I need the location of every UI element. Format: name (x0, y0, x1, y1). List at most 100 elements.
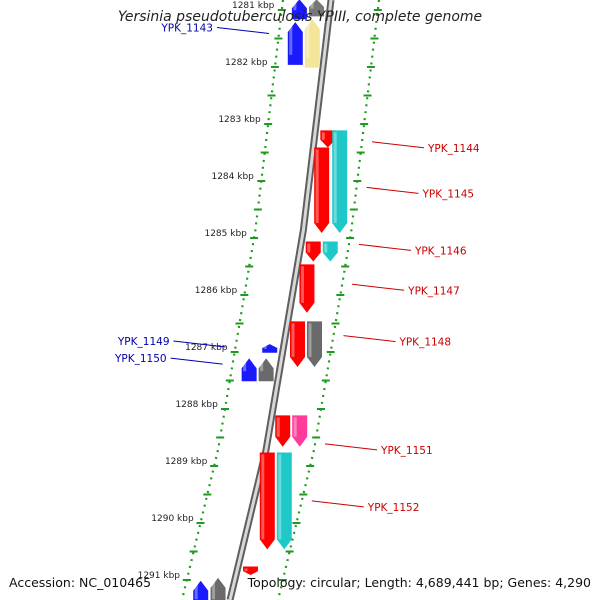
feature-arrow-15[interactable] (241, 358, 257, 382)
dotted-tracks (180, 0, 382, 600)
feature-shape (289, 321, 305, 367)
gene-label-text[interactable]: YPK_1152 (367, 502, 420, 514)
map-title: Yersinia pseudotuberculosis YPIII, compl… (117, 9, 483, 25)
feature-shape (243, 566, 259, 575)
feature-shape (241, 358, 257, 382)
leader-line (358, 243, 412, 251)
feature-shine (306, 21, 310, 58)
feature-arrow-10[interactable] (299, 264, 315, 313)
feature-shine (244, 568, 248, 572)
feature-shine (293, 417, 297, 437)
gene-label-ypk_1146[interactable]: YPK_1146 (358, 243, 467, 257)
gene-label-text[interactable]: YPK_1148 (398, 337, 451, 349)
gene-label-ypk_1150[interactable]: YPK_1150 (114, 353, 223, 365)
feature-shape (276, 452, 292, 550)
gene-label-text[interactable]: YPK_1146 (414, 245, 467, 257)
ruler-label: 1281 kbp (232, 1, 275, 11)
gene-label-ypk_1151[interactable]: YPK_1151 (324, 443, 433, 457)
gene-label-ypk_1144[interactable]: YPK_1144 (371, 141, 480, 155)
gene-label-ypk_1148[interactable]: YPK_1148 (343, 335, 451, 349)
ruler-label: 1285 kbp (204, 229, 247, 239)
feature-arrow-14[interactable] (258, 358, 274, 382)
feature-arrow-7[interactable] (332, 130, 348, 233)
leader-line (343, 335, 396, 343)
feature-arrow-3[interactable] (291, 0, 307, 20)
feature-arrow-1[interactable] (304, 19, 320, 68)
ruler-label: 1288 kbp (175, 400, 218, 410)
feature-shine (212, 579, 216, 600)
feature-shine (308, 323, 312, 357)
feature-shape (305, 241, 321, 262)
gene-label-ypk_1152[interactable]: YPK_1152 (311, 500, 420, 514)
feature-shine (194, 582, 198, 600)
gene-label-text[interactable]: YPK_1145 (422, 188, 475, 200)
feature-arrow-9[interactable] (322, 241, 338, 262)
feature-shape (259, 452, 275, 550)
ruler-label: 1284 kbp (211, 172, 254, 182)
position-ruler: 1281 kbp 1282 kbp 1283 kbp 1284 kbp 1285 kbp… (138, 1, 275, 581)
feature-shape (193, 580, 209, 600)
feature-shine (278, 454, 282, 540)
feature-shine (260, 360, 264, 372)
leader-line (216, 27, 270, 34)
feature-arrow-11[interactable] (289, 321, 305, 367)
gene-label-text[interactable]: YPK_1144 (427, 143, 480, 155)
feature-arrow-22[interactable] (193, 580, 209, 600)
feature-shine (289, 24, 293, 55)
feature-shape (262, 344, 278, 353)
ruler-label: 1286 kbp (195, 286, 238, 296)
gene-label-text[interactable]: YPK_1151 (380, 445, 433, 457)
feature-shape (322, 241, 338, 262)
gene-label-ypk_1147[interactable]: YPK_1147 (352, 283, 460, 297)
feature-shape (258, 358, 274, 382)
feature-arrow-18[interactable] (259, 452, 275, 550)
feature-shine (293, 1, 297, 11)
feature-shape (320, 130, 336, 148)
minus-strand-track (180, 0, 285, 600)
feature-shine (324, 243, 328, 253)
feature-arrow-8[interactable] (305, 241, 321, 262)
leader-line (170, 357, 223, 365)
feature-arrow-16[interactable] (275, 415, 291, 447)
gene-label-ypk_1143[interactable]: YPK_1143 (160, 23, 270, 35)
leader-line (371, 141, 425, 149)
topology-text: Topology: circular; Length: 4,689,441 bp… (247, 575, 591, 590)
gene-label-layer: YPK_1143 YPK_1144 YPK_1145 YPK_1146 YPK_1147… (114, 23, 480, 514)
gene-label-ypk_1145[interactable]: YPK_1145 (366, 186, 475, 200)
gene-label-ypk_1149[interactable]: YPK_1149 (117, 336, 226, 348)
ruler-label: 1291 kbp (138, 571, 181, 581)
ruler-label: 1283 kbp (218, 115, 261, 125)
ruler-label: 1290 kbp (151, 514, 194, 524)
feature-arrow-20[interactable] (243, 566, 259, 575)
feature-arrow-5[interactable] (320, 130, 336, 148)
ruler-label: 1289 kbp (165, 457, 208, 467)
feature-arrow-21[interactable] (210, 577, 226, 600)
feature-arrow-12[interactable] (306, 321, 322, 367)
feature-shape (309, 0, 325, 17)
feature-arrow-17[interactable] (292, 415, 308, 447)
leader-line (173, 340, 226, 348)
feature-shape (332, 130, 348, 233)
feature-arrow-4[interactable] (309, 0, 325, 17)
feature-arrow-13[interactable] (262, 344, 278, 353)
feature-shine (263, 346, 267, 349)
accession-text: Accession: NC_010465 (9, 575, 152, 590)
feature-arrow-2[interactable] (287, 22, 303, 65)
feature-shine (300, 266, 304, 303)
gene-label-text[interactable]: YPK_1143 (160, 23, 213, 35)
feature-arrow-19[interactable] (276, 452, 292, 550)
feature-arrow-6[interactable] (314, 147, 330, 234)
plus-strand-track (276, 0, 381, 600)
genome-backbone (226, 0, 335, 600)
gene-label-text[interactable]: YPK_1150 (114, 353, 167, 365)
feature-shine (276, 417, 280, 437)
gene-label-text[interactable]: YPK_1147 (407, 285, 460, 297)
feature-shine (261, 454, 265, 540)
gene-label-text[interactable]: YPK_1149 (117, 336, 170, 348)
feature-shape (314, 147, 330, 233)
ruler-label: 1282 kbp (225, 58, 268, 68)
feature-shine (243, 360, 247, 372)
leader-line (366, 186, 419, 194)
